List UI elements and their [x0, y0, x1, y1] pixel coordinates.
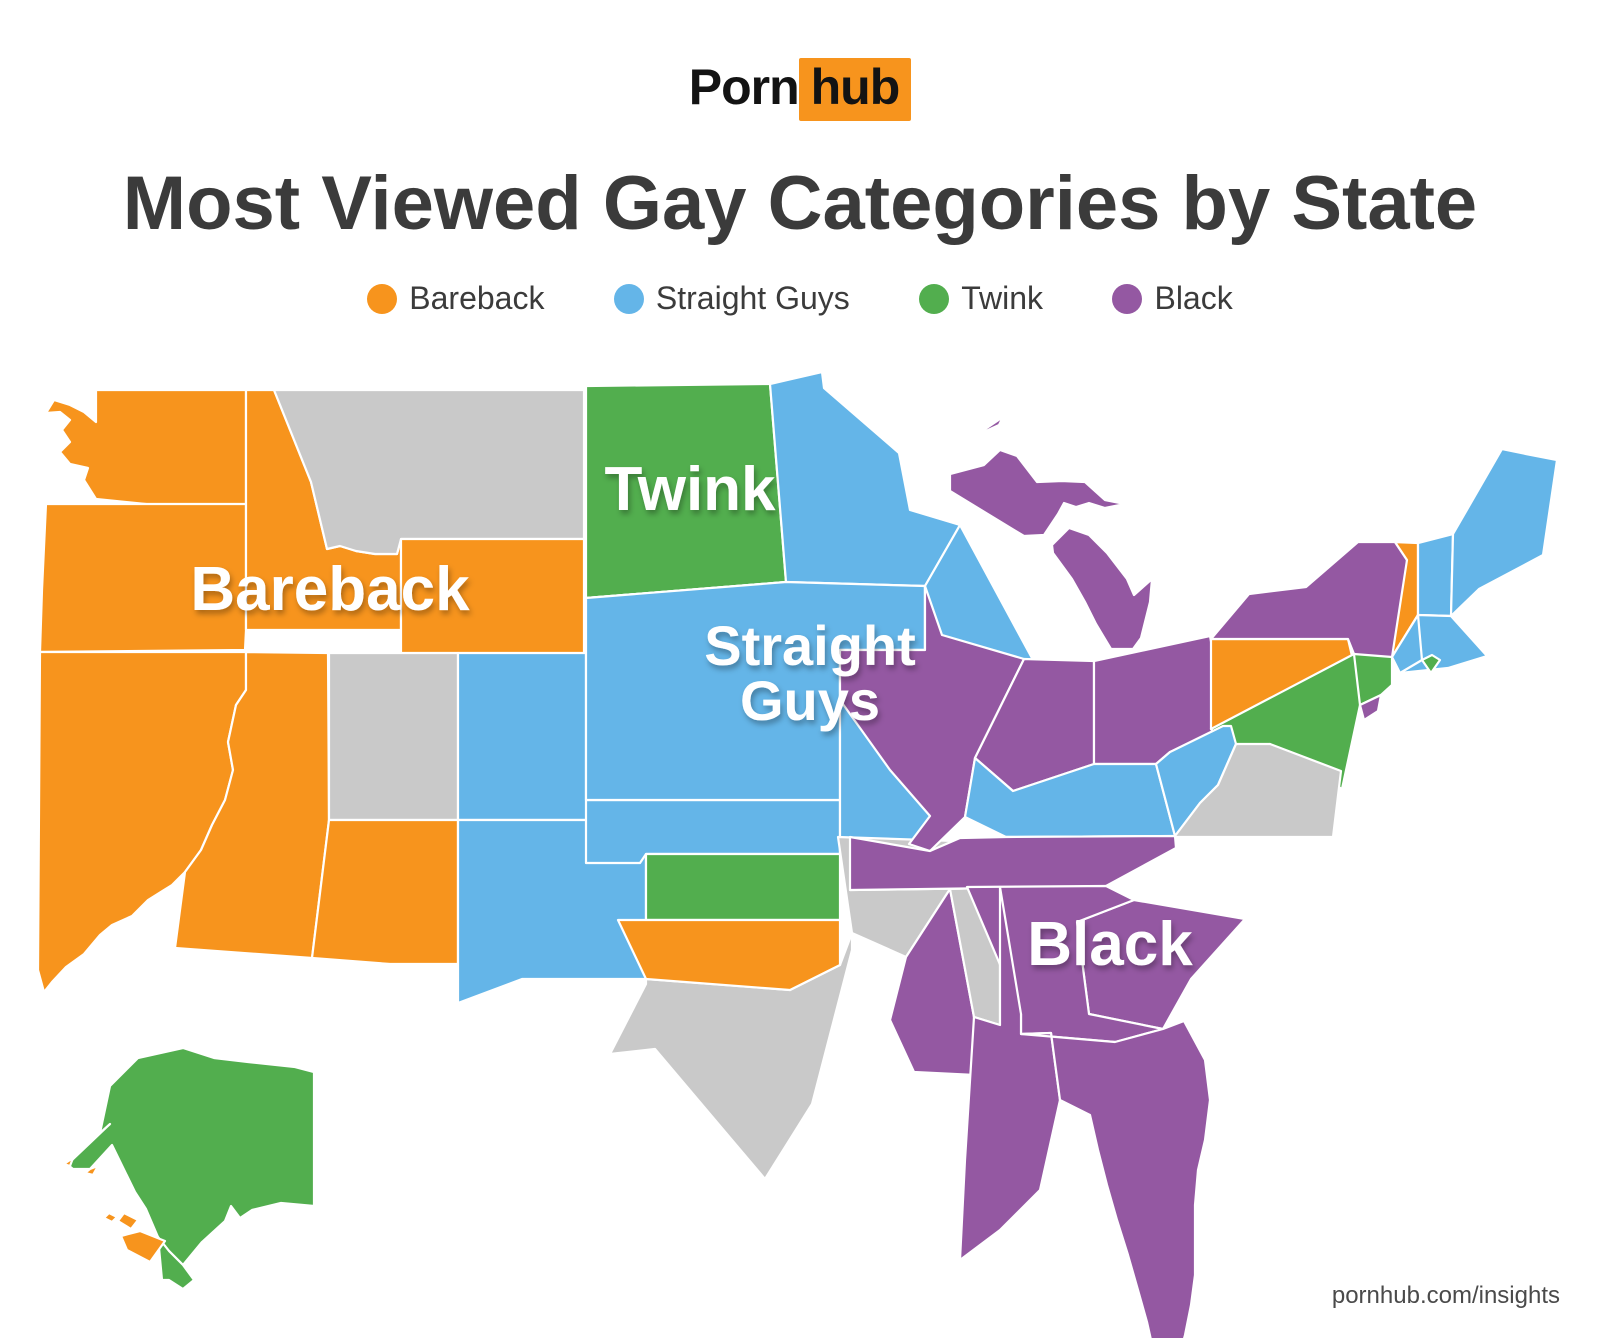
svg-text:Twink: Twink	[604, 455, 776, 524]
svg-text:Straight: Straight	[704, 614, 916, 677]
svg-text:Black: Black	[1027, 910, 1193, 979]
svg-text:Bareback: Bareback	[190, 555, 470, 624]
svg-text:Guys: Guys	[740, 669, 880, 732]
